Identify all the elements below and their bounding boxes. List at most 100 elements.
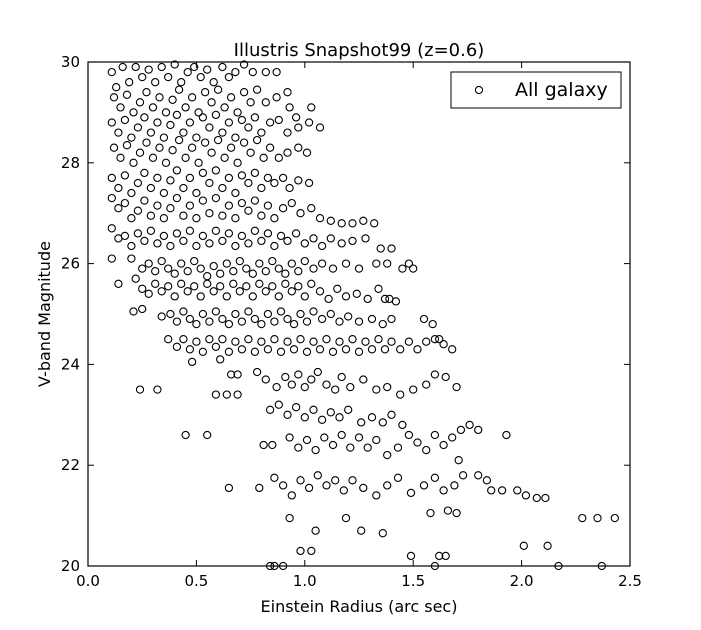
data-point [341, 345, 351, 354]
data-point [252, 135, 262, 145]
data-point [317, 259, 327, 268]
data-point [224, 118, 234, 127]
data-point [235, 287, 244, 296]
data-point [374, 335, 383, 344]
data-point [177, 259, 186, 268]
data-point [107, 224, 116, 233]
data-point [237, 317, 247, 326]
data-point [265, 118, 275, 127]
data-point [294, 123, 303, 132]
data-point [135, 385, 145, 394]
data-point [315, 123, 325, 132]
data-point [235, 256, 244, 266]
data-point [341, 513, 351, 523]
data-point [311, 526, 320, 535]
y-axis: 20 22 24 26 28 30 [61, 53, 630, 575]
data-point [435, 335, 444, 344]
data-point [315, 287, 325, 296]
data-point [255, 259, 264, 268]
x-tick-label: 2.5 [618, 572, 642, 590]
data-point [289, 345, 299, 354]
data-point [233, 390, 242, 399]
data-point [192, 188, 201, 198]
data-point [359, 216, 368, 225]
data-point [346, 382, 355, 392]
data-point [378, 529, 387, 538]
data-point [337, 239, 346, 248]
data-point [317, 241, 327, 251]
data-point [281, 372, 290, 382]
data-point [255, 279, 264, 288]
data-point [127, 254, 136, 263]
data-point [166, 120, 175, 130]
data-point [296, 309, 305, 319]
data-point [285, 513, 294, 523]
data-point [179, 128, 188, 137]
data-point [307, 375, 316, 384]
data-point [231, 133, 240, 142]
data-point [211, 390, 221, 399]
data-point [302, 148, 312, 157]
data-point [387, 314, 396, 324]
data-point [213, 85, 223, 94]
data-point [198, 309, 208, 319]
data-point [220, 103, 229, 112]
data-point [261, 67, 270, 77]
data-point [341, 259, 351, 268]
data-point [302, 317, 312, 326]
data-point [185, 201, 195, 210]
data-point [120, 198, 130, 208]
data-point [244, 206, 253, 215]
data-point [237, 115, 247, 125]
data-point [192, 241, 201, 251]
data-point [218, 335, 227, 344]
data-point [196, 264, 205, 273]
data-point [348, 219, 357, 228]
data-point [283, 314, 292, 324]
data-point [304, 483, 314, 493]
data-point [283, 410, 292, 419]
data-point [313, 367, 322, 377]
data-point [302, 435, 312, 445]
data-point [248, 67, 257, 77]
data-point [231, 67, 240, 77]
data-point [216, 269, 225, 278]
data-point [422, 445, 431, 455]
data-point [257, 337, 266, 346]
data-point [205, 239, 214, 248]
data-point [125, 78, 134, 87]
data-point [322, 481, 331, 490]
data-point [190, 256, 199, 266]
data-point [127, 133, 136, 142]
data-point [315, 214, 325, 223]
data-point [465, 420, 474, 430]
data-point [211, 193, 221, 203]
data-point [252, 367, 262, 377]
data-point [337, 430, 346, 440]
data-point [140, 196, 149, 205]
data-point [270, 473, 279, 482]
data-point [229, 279, 238, 288]
y-tick-label: 22 [61, 456, 80, 474]
data-point [166, 204, 175, 213]
data-point [294, 282, 303, 291]
data-point [192, 214, 201, 223]
data-point [109, 143, 119, 152]
data-point [257, 211, 266, 220]
legend-label: All galaxy [515, 79, 608, 101]
x-tick-label: 1.0 [293, 572, 317, 590]
data-point [439, 440, 448, 450]
data-point [211, 342, 221, 351]
data-point [198, 347, 208, 356]
data-point [261, 267, 270, 276]
data-point [406, 551, 416, 561]
data-point [430, 370, 440, 379]
data-point [348, 236, 357, 246]
data-point [218, 314, 227, 324]
x-axis: 0.0 0.5 1.0 1.5 2.0 2.5 [76, 62, 642, 590]
data-point [157, 287, 166, 296]
data-point [448, 345, 457, 354]
data-point [263, 201, 273, 210]
data-point [207, 148, 216, 157]
data-point [413, 345, 422, 354]
